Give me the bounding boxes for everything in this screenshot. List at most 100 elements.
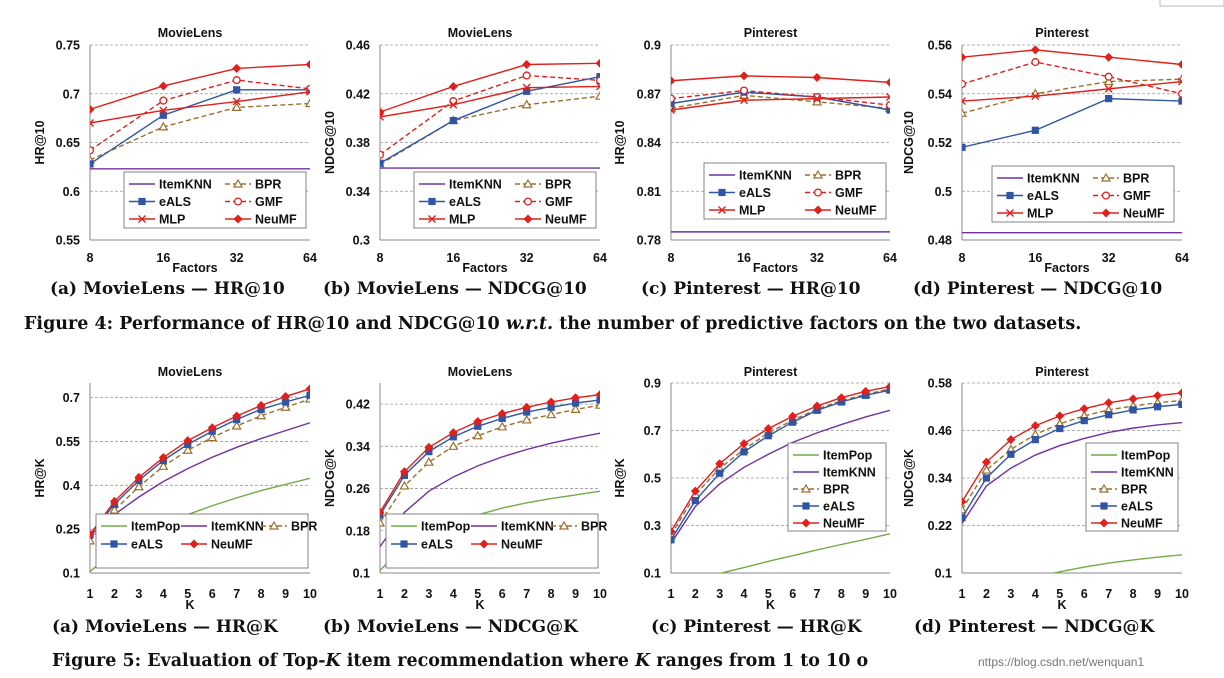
legend-label: eALS — [421, 538, 453, 552]
y-tick-label: 0.48 — [928, 234, 952, 248]
x-tick-label: 4 — [1032, 587, 1039, 601]
y-tick-label: 0.34 — [928, 472, 952, 486]
data-point — [885, 101, 890, 110]
series-line — [962, 61, 1182, 95]
data-point — [523, 408, 531, 416]
x-tick-label: 7 — [523, 587, 530, 601]
data-point — [861, 386, 871, 396]
series-line — [380, 85, 600, 118]
legend-swatch-marker — [233, 197, 243, 206]
legend-swatch-marker — [479, 539, 489, 549]
data-point — [109, 496, 119, 506]
data-point — [1105, 95, 1113, 103]
x-axis-label: K — [475, 598, 484, 612]
y-axis-label: HR@10 — [613, 120, 627, 164]
x-axis-label: Factors — [753, 261, 798, 275]
chart-panel-1: 0.55 0.6 0.65 0.7 0.75 8 16 32 64 MovieLens Factor… — [33, 26, 317, 299]
y-tick-label: 0.1 — [63, 567, 80, 581]
legend-swatch-marker — [558, 520, 570, 530]
legend-box — [385, 513, 599, 569]
y-tick-label: 0.6 — [63, 185, 80, 199]
data-point — [1006, 435, 1016, 445]
data-point — [473, 417, 483, 427]
subcaption: (d) Pinterest — NDCG@K — [914, 617, 1156, 637]
subcaption: (b) MovieLens — NDCG@K — [323, 617, 579, 637]
x-tick-label: 16 — [156, 251, 170, 265]
data-point — [1178, 400, 1182, 408]
legend-label: MLP — [739, 204, 765, 218]
data-point — [788, 411, 798, 421]
y-axis-label: HR@10 — [33, 120, 47, 164]
x-tick-label: 5 — [765, 587, 772, 601]
y-tick-label: 0.18 — [346, 524, 370, 538]
legend-swatch-marker — [138, 197, 146, 206]
series-line — [671, 388, 890, 536]
series-line — [962, 80, 1182, 102]
data-point — [380, 517, 386, 527]
legend-label: NeuMF — [545, 213, 587, 227]
legend-swatch-marker — [523, 197, 533, 206]
legend-swatch-marker — [1099, 518, 1109, 528]
data-point — [304, 98, 310, 108]
data-point — [1080, 417, 1088, 425]
y-tick-label: 0.58 — [928, 377, 952, 391]
data-point — [740, 96, 748, 105]
legend-label: ItemPop — [131, 520, 181, 534]
y-axis-label: HR@K — [33, 458, 47, 497]
x-tick-label: 16 — [446, 251, 460, 265]
x-tick-label: 6 — [499, 587, 506, 601]
legend-label: BPR — [1121, 483, 1147, 497]
data-point — [1128, 394, 1138, 404]
y-tick-label: 0.42 — [346, 87, 370, 101]
data-point — [380, 112, 384, 121]
series-neumf — [671, 71, 890, 87]
y-tick-label: 0.7 — [63, 391, 80, 405]
series-line — [962, 49, 1182, 66]
data-point — [207, 432, 218, 442]
data-point — [159, 106, 168, 115]
series-itemknn — [671, 409, 890, 544]
data-point — [789, 418, 797, 426]
x-tick-label: 32 — [230, 251, 244, 265]
chart-panel-8: 0.1 0.22 0.34 0.46 0.58 1 2 3 4 5 6 7 8 9 10 Pinterest K… — [902, 365, 1189, 637]
series-line — [671, 94, 890, 110]
data-point — [740, 448, 748, 456]
legend: ItemKNN BPR eALS GMF MLP NeuMF — [413, 171, 597, 229]
data-point — [812, 401, 822, 411]
legend-swatch-marker — [523, 214, 533, 224]
series-itempop — [718, 533, 890, 573]
data-point — [380, 107, 385, 117]
y-tick-label: 0.46 — [346, 39, 370, 53]
x-tick-label: 6 — [1081, 587, 1088, 601]
data-point — [886, 93, 890, 101]
x-axis-label: Factors — [172, 261, 217, 275]
data-point — [595, 390, 600, 400]
y-tick-label: 0.42 — [346, 398, 370, 412]
series-neumf — [90, 384, 310, 539]
legend-label: NeuMF — [255, 213, 297, 227]
data-point — [1177, 89, 1182, 98]
fig4-part1: Figure 4: Performance of HR@10 and NDCG@… — [24, 314, 506, 334]
legend-swatch-marker — [813, 188, 823, 197]
data-point — [380, 507, 385, 517]
y-tick-label: 0.38 — [346, 136, 370, 150]
data-point — [448, 441, 459, 450]
y-tick-label: 0.1 — [353, 567, 370, 581]
data-point — [596, 82, 600, 91]
data-point — [962, 97, 966, 106]
series-gmf — [962, 58, 1182, 98]
data-point — [1178, 97, 1182, 105]
x-tick-label: 16 — [1028, 251, 1042, 265]
x-tick-label: 7 — [1105, 587, 1112, 601]
y-tick-label: 0.54 — [928, 87, 952, 101]
data-point — [981, 464, 992, 474]
series-line — [90, 91, 310, 124]
data-point — [158, 461, 169, 470]
x-tick-label: 64 — [883, 251, 897, 265]
data-point — [836, 393, 846, 403]
y-axis-label: NDCG@10 — [323, 111, 337, 174]
data-point — [523, 87, 531, 95]
x-tick-label: 2 — [401, 587, 408, 601]
y-tick-label: 0.81 — [637, 185, 661, 199]
series-itemknn — [380, 432, 600, 548]
